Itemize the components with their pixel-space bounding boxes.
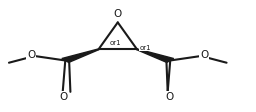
- Text: O: O: [165, 92, 174, 102]
- Text: O: O: [200, 50, 208, 60]
- Polygon shape: [62, 49, 99, 62]
- Text: O: O: [27, 50, 35, 60]
- Text: O: O: [59, 92, 68, 102]
- Text: or1: or1: [110, 40, 122, 46]
- Text: O: O: [114, 9, 122, 19]
- Text: or1: or1: [140, 45, 151, 51]
- Polygon shape: [136, 49, 174, 62]
